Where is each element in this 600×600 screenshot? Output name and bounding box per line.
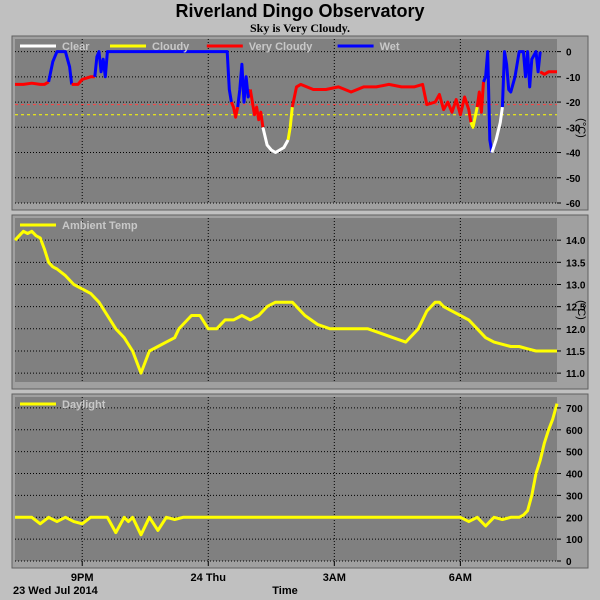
ambient-y-axis: 14.0 13.5 13.0 12.5 12.0 11.5 11.0 — [557, 236, 586, 380]
ambient-grid — [15, 218, 557, 382]
x-axis-label: Time — [272, 585, 297, 597]
sky-segment-wet-5 — [236, 62, 252, 108]
ambient-ytick-label-2: 13.0 — [566, 280, 586, 291]
daylight-ytick-label-1: 600 — [566, 426, 583, 437]
daylight-ytick-label-5: 200 — [566, 513, 583, 524]
sky-ytick-label-0: 0 — [566, 48, 572, 59]
daylight-plot-area — [15, 397, 557, 561]
sky-ylabel: (°C) — [575, 118, 587, 138]
sky-segment-very_cloudy-6 — [248, 89, 265, 128]
daylight-y-axis: 700 600 500 400 300 200 100 0 — [557, 404, 583, 568]
sky-legend-label-3: Wet — [380, 41, 400, 53]
sky-segment-wet-14 — [500, 50, 542, 108]
daylight-ytick-label-7: 0 — [566, 557, 572, 568]
daylight-ytick-label-0: 700 — [566, 404, 583, 415]
sky-segment-wet-1 — [47, 50, 74, 85]
sky-legend-label-0: Clear — [62, 41, 90, 53]
sky-ytick-label-6: -60 — [566, 199, 581, 210]
sky-ytick-label-3: -30 — [566, 123, 581, 134]
sky-legend-label-1: Cloudy — [152, 41, 190, 53]
ambient-legend-label-0: Ambient Temp — [62, 220, 138, 232]
sky-ytick-label-5: -50 — [566, 174, 581, 185]
ambient-chart-panel: Ambient Temp 14.0 13.5 13.0 12.5 12.0 11.5 11.… — [11, 214, 589, 390]
ambient-ylabel: (°C) — [575, 300, 587, 320]
sky-segment-wet-12 — [482, 50, 494, 153]
ambient-ytick-label-4: 12.0 — [566, 325, 586, 336]
sky-segment-clear-7 — [261, 126, 290, 154]
sky-chart-panel: Clear Cloudy Very Cloudy Wet 0 -10 -20 -30 -40 -… — [11, 35, 589, 211]
x-tick-label-3: 6AM — [449, 572, 472, 584]
daylight-ytick-label-4: 300 — [566, 491, 583, 502]
sky-lines — [15, 50, 557, 154]
sky-ytick-label-1: -10 — [566, 73, 581, 84]
sky-segment-very_cloudy-15 — [539, 70, 557, 76]
x-tick-label-0: 9PM — [71, 572, 94, 584]
daylight-series-line-0 — [15, 403, 559, 537]
chart-title: Riverland Dingo Observatory — [175, 1, 425, 21]
ambient-series-line-0 — [13, 229, 557, 375]
daylight-chart-panel: Daylight 700 600 500 400 300 200 100 0 — [11, 393, 589, 569]
daylight-legend: Daylight — [20, 399, 106, 411]
sky-segment-very_cloudy-9 — [290, 82, 473, 123]
x-axis: 9PM 24 Thu 3AM 6AM — [71, 561, 472, 584]
ambient-ytick-label-0: 14.0 — [566, 236, 586, 247]
daylight-ytick-label-6: 100 — [566, 535, 583, 546]
ambient-lines — [13, 229, 557, 375]
sky-segment-cloudy-10 — [469, 106, 479, 129]
ambient-legend: Ambient Temp — [20, 220, 138, 232]
x-tick-label-1: 24 Thu — [191, 572, 226, 584]
sky-legend-label-2: Very Cloudy — [249, 41, 313, 53]
ambient-ytick-label-6: 11.0 — [566, 369, 585, 380]
sky-segment-very_cloudy-2 — [71, 75, 95, 86]
sky-ytick-label-2: -20 — [566, 98, 581, 109]
ambient-ytick-label-1: 13.5 — [566, 258, 586, 269]
sky-segment-very_cloudy-4 — [230, 101, 240, 119]
daylight-lines — [15, 403, 559, 537]
ambient-ytick-label-5: 11.5 — [566, 347, 585, 358]
sky-ytick-label-4: -40 — [566, 149, 581, 160]
sky-legend: Clear Cloudy Very Cloudy Wet — [20, 41, 400, 53]
sky-segment-wet-3 — [93, 50, 233, 103]
sky-segment-cloudy-8 — [286, 106, 294, 141]
sky-segment-clear-13 — [490, 106, 504, 153]
x-tick-label-2: 3AM — [323, 572, 346, 584]
ambient-ytick-label-3: 12.5 — [566, 303, 586, 314]
daylight-ytick-label-2: 500 — [566, 448, 583, 459]
daylight-legend-label-0: Daylight — [62, 399, 106, 411]
sky-segment-very_cloudy-11 — [475, 81, 485, 114]
date-label: 23 Wed Jul 2014 — [13, 585, 99, 597]
ambient-plot-area — [15, 218, 557, 382]
daylight-ytick-label-3: 400 — [566, 470, 583, 481]
sky-y-axis: 0 -10 -20 -30 -40 -50 -60 — [557, 48, 581, 210]
sky-segment-very_cloudy-0 — [15, 80, 50, 86]
sky-status: Sky is Very Cloudy. — [249, 21, 351, 35]
